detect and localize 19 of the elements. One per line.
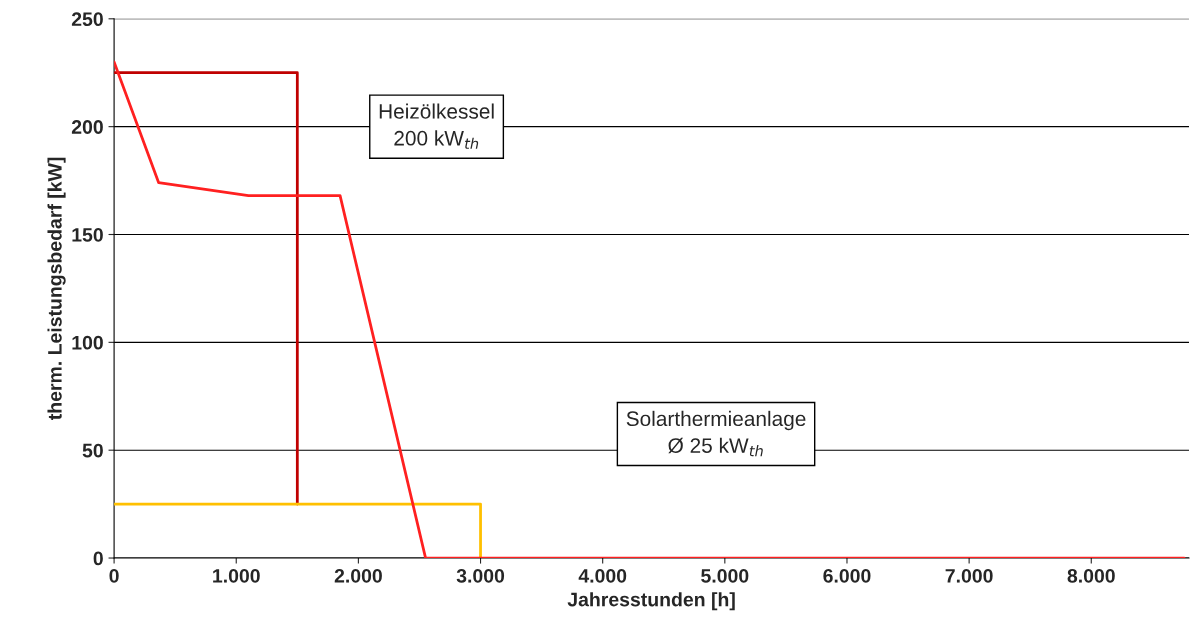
x-tick-label: 0 xyxy=(109,568,119,583)
x-tick-label: 8.000 xyxy=(1067,568,1115,583)
x-tick-label: 2.000 xyxy=(334,568,382,583)
x-tick-label: 5.000 xyxy=(701,568,749,583)
x-tick-label: 7.000 xyxy=(945,568,993,583)
x-tick-label: 6.000 xyxy=(823,568,871,583)
x-tick-label: 4.000 xyxy=(578,568,627,583)
y-tick-label: 250 xyxy=(71,12,103,27)
annotation: Heizölkessel 200 kW$_{th}$ xyxy=(379,103,494,149)
y-axis-title: therm. Leistungsbedarf [kW] xyxy=(47,157,66,420)
y-tick-label: 100 xyxy=(72,335,103,350)
y-tick-label: 0 xyxy=(93,551,103,566)
x-tick-label: 3.000 xyxy=(456,568,505,583)
y-tick-label: 200 xyxy=(71,120,103,134)
x-tick-label: 1.000 xyxy=(213,568,260,583)
x-axis-title: Jahresstunden [h] xyxy=(567,592,735,611)
y-tick-label: 150 xyxy=(72,227,103,242)
y-tick-label: 50 xyxy=(82,443,103,458)
annotation: Solarthermieanlage Ø 25 kW$_{th}$ xyxy=(626,410,806,457)
